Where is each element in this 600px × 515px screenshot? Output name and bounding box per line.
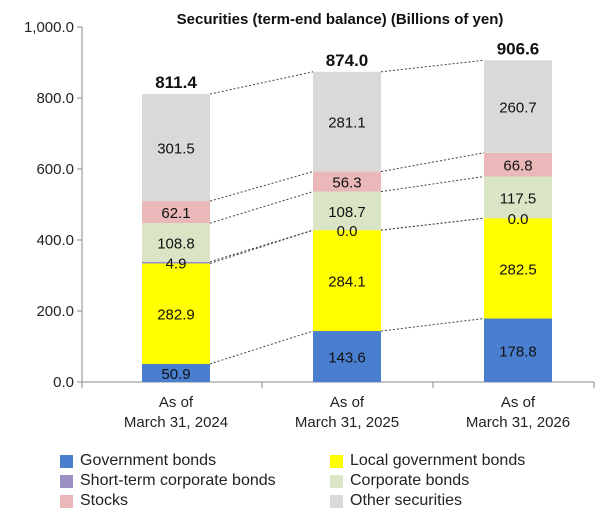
connector-lines bbox=[209, 59, 485, 365]
total-label: 906.6 bbox=[497, 39, 540, 58]
legend-item: Stocks bbox=[60, 492, 128, 510]
x-tick-label: As of bbox=[330, 394, 365, 411]
bar-segment bbox=[484, 176, 552, 219]
bar-segment bbox=[313, 71, 381, 172]
chart-axes: 0.0 200.0 400.0 600.0 800.0 1,000.0 As of March… bbox=[24, 19, 595, 431]
y-tick-label: 400.0 bbox=[36, 232, 74, 249]
data-label: 117.5 bbox=[500, 190, 536, 207]
legend-item: Corporate bonds bbox=[330, 472, 469, 490]
data-labels: 50.9 282.9 4.9 108.8 62.1 301.5 811.4 143.6 284.… bbox=[155, 39, 539, 383]
y-tick-label: 600.0 bbox=[36, 161, 74, 178]
data-label: 281.1 bbox=[328, 115, 366, 132]
legend-label: Government bonds bbox=[80, 452, 217, 469]
bar-segment bbox=[313, 191, 381, 231]
y-tick-label: 200.0 bbox=[36, 303, 74, 320]
data-label: 284.1 bbox=[328, 274, 366, 291]
bar-segment bbox=[484, 318, 552, 382]
legend-label: Corporate bonds bbox=[350, 472, 470, 489]
total-label: 811.4 bbox=[155, 73, 197, 92]
y-tick-label: 800.0 bbox=[36, 90, 74, 107]
connector-line bbox=[380, 217, 485, 231]
connector-line bbox=[209, 229, 314, 264]
connector-line bbox=[380, 176, 485, 193]
data-label: 301.5 bbox=[157, 141, 195, 158]
bar-segment bbox=[313, 331, 381, 382]
bar-segment bbox=[142, 223, 210, 262]
x-tick-label: As of bbox=[501, 394, 536, 411]
data-label: 66.8 bbox=[503, 158, 532, 175]
connector-line bbox=[380, 152, 485, 173]
data-label: 50.9 bbox=[161, 366, 190, 383]
legend-item: Local government bonds bbox=[330, 452, 525, 470]
legend-label: Local government bonds bbox=[350, 452, 526, 469]
bar-segment bbox=[142, 261, 210, 264]
legend-item: Other securities bbox=[330, 492, 462, 510]
connector-line bbox=[209, 229, 314, 263]
data-label: 143.6 bbox=[328, 350, 366, 367]
legend-swatch bbox=[60, 474, 73, 488]
x-tick-label: March 31, 2025 bbox=[295, 414, 399, 431]
x-tick-label: March 31, 2024 bbox=[124, 414, 228, 431]
data-label: 0.0 bbox=[337, 223, 358, 240]
bar-segment bbox=[484, 218, 552, 319]
bar-segment bbox=[484, 60, 552, 153]
connector-line bbox=[380, 318, 485, 332]
legend-swatch bbox=[330, 454, 343, 468]
data-label: 282.5 bbox=[499, 261, 537, 278]
securities-stacked-bar-chart: Securities (term-end balance) (Billions … bbox=[24, 11, 595, 431]
bars bbox=[142, 60, 552, 382]
connector-line bbox=[209, 330, 314, 365]
y-tick-label: 1,000.0 bbox=[24, 19, 74, 36]
connector-line bbox=[209, 191, 314, 224]
total-label: 874.0 bbox=[326, 51, 369, 70]
data-label: 178.8 bbox=[499, 343, 537, 360]
legend-label: Other securities bbox=[350, 492, 463, 509]
bar-segment bbox=[313, 171, 381, 192]
bar-segment bbox=[313, 230, 381, 332]
connector-line bbox=[209, 171, 314, 202]
x-tick-label: March 31, 2026 bbox=[466, 414, 570, 431]
data-label: 56.3 bbox=[332, 175, 361, 192]
legend-item: Government bonds bbox=[60, 452, 216, 470]
legend-swatch bbox=[330, 494, 343, 508]
bar-segment bbox=[142, 363, 210, 382]
bar-segment bbox=[142, 263, 210, 364]
legend-label: Short-term corporate bonds bbox=[80, 472, 276, 489]
data-label: 108.7 bbox=[328, 204, 366, 221]
chart-title: Securities (term-end balance) (Billions … bbox=[177, 11, 504, 28]
data-label: 108.8 bbox=[157, 235, 195, 252]
bar-segment bbox=[142, 94, 210, 202]
bar-segment bbox=[142, 201, 210, 224]
legend-label: Stocks bbox=[80, 492, 129, 509]
data-label: 4.9 bbox=[166, 256, 187, 273]
connector-line bbox=[380, 59, 485, 73]
data-label: 0.0 bbox=[508, 211, 529, 228]
x-tick-label: As of bbox=[159, 394, 194, 411]
legend-swatch bbox=[60, 494, 73, 508]
y-tick-label: 0.0 bbox=[53, 374, 74, 391]
legend-swatch bbox=[330, 474, 343, 488]
data-label: 260.7 bbox=[499, 100, 537, 117]
data-label: 62.1 bbox=[161, 205, 190, 222]
legend-item: Short-term corporate bonds bbox=[60, 472, 276, 490]
bar-segment bbox=[484, 152, 552, 177]
legend-swatch bbox=[60, 454, 73, 468]
data-label: 282.9 bbox=[157, 307, 195, 324]
connector-line bbox=[209, 71, 314, 95]
